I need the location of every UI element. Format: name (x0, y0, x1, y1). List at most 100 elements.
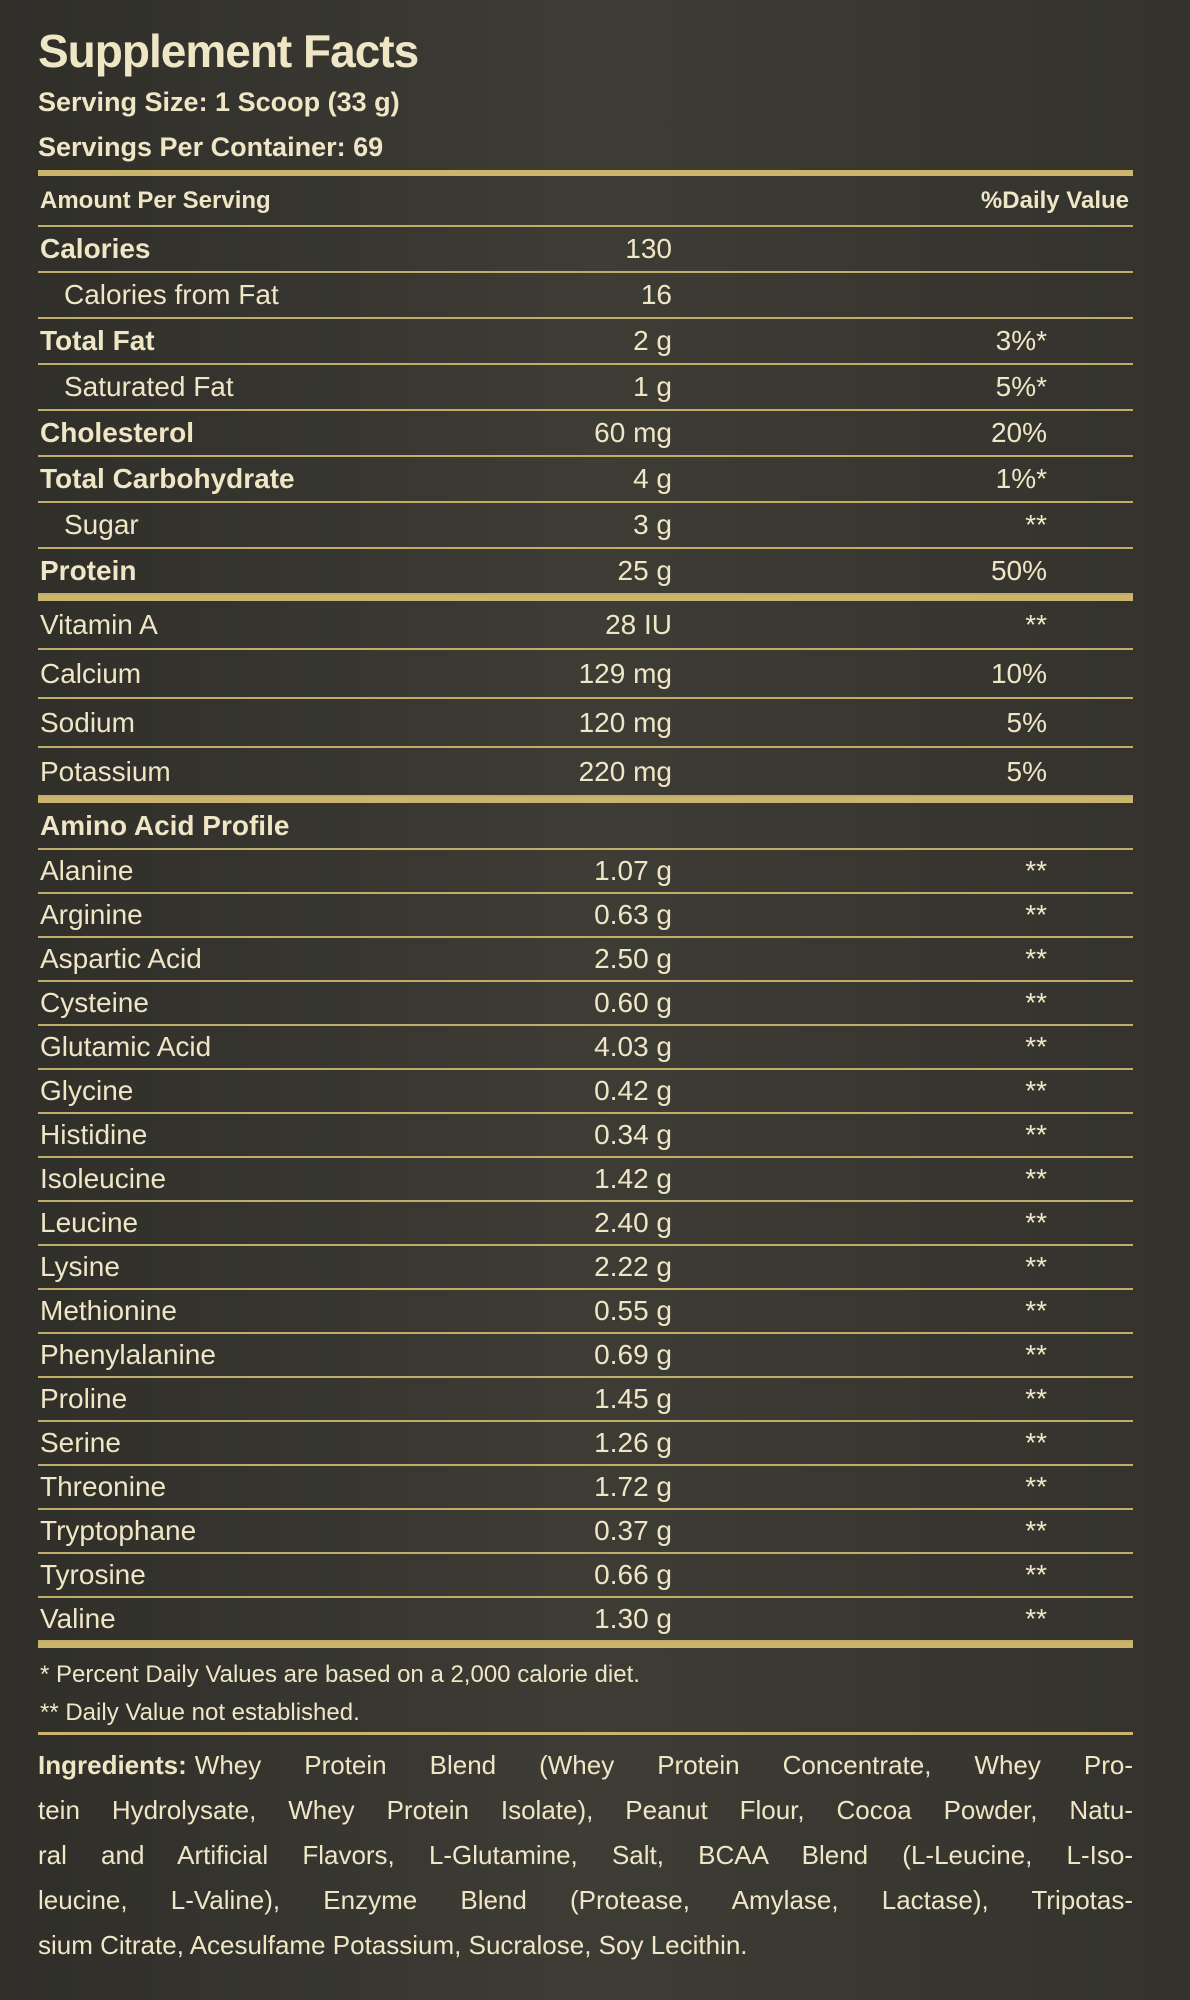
nutrient-amount: 120 mg (578, 707, 672, 738)
header-daily-value: %Daily Value (980, 187, 1129, 214)
nutrient-daily-value: ** (1025, 1119, 1047, 1150)
nutrient-amount: 220 mg (578, 756, 672, 787)
nutrient-name: Proline (40, 1383, 128, 1414)
nutrient-name: Saturated Fat (64, 371, 234, 402)
nutrient-row: Serine 1.26 g ** (38, 1422, 1133, 1466)
nutrient-row: Glycine 0.42 g ** (38, 1070, 1133, 1114)
nutrient-amount: 2.50 g (594, 943, 672, 974)
nutrient-daily-value: 5%* (995, 371, 1047, 402)
nutrient-name: Potassium (40, 756, 171, 787)
nutrient-daily-value: ** (1025, 899, 1047, 930)
nutrient-name: Serine (40, 1427, 121, 1458)
nutrient-amount: 1.07 g (594, 855, 672, 886)
header-row: Amount Per Serving %Daily Value (38, 176, 1133, 227)
nutrient-name: Threonine (40, 1471, 167, 1502)
nutrient-name: Glutamic Acid (40, 1031, 212, 1062)
nutrient-daily-value: ** (1025, 1559, 1047, 1590)
nutrient-daily-value: 50% (990, 555, 1047, 586)
nutrient-amount: 1.42 g (594, 1163, 672, 1194)
nutrient-name: Total Carbohydrate (40, 463, 295, 494)
nutrient-row: Leucine 2.40 g ** (38, 1202, 1133, 1246)
nutrient-name: Calories (40, 233, 151, 264)
amino-acids: Alanine 1.07 g ** Arginine 0.63 g ** Aspartic … (38, 850, 1133, 1642)
nutrient-daily-value: 10% (990, 658, 1047, 689)
title: Supplement Facts (38, 25, 419, 77)
nutrient-amount: 0.42 g (594, 1075, 672, 1106)
nutrient-amount: 1.72 g (594, 1471, 672, 1502)
nutrient-daily-value: ** (1025, 1031, 1047, 1062)
nutrient-row: Cysteine 0.60 g ** (38, 982, 1133, 1026)
ingredients-line: leucine, L-Valine), Enzyme Blend (Protea… (38, 1885, 1133, 1915)
nutrient-amount: 25 g (617, 555, 673, 586)
nutrient-row: Methionine 0.55 g ** (38, 1290, 1133, 1334)
nutrient-amount: 129 mg (578, 658, 672, 689)
nutrient-daily-value: ** (1025, 1163, 1047, 1194)
nutrient-daily-value: ** (1025, 1295, 1047, 1326)
header-amount: Amount Per Serving (40, 187, 271, 214)
nutrient-amount: 16 (640, 279, 672, 310)
nutrient-row: Cholesterol 60 mg 20% (38, 411, 1133, 457)
servings-per-container: Servings Per Container: 69 (38, 132, 384, 162)
nutrient-amount: 0.60 g (594, 987, 672, 1018)
nutrient-amount: 0.63 g (594, 899, 672, 930)
nutrient-amount: 130 (625, 233, 672, 264)
ingredients-line: tein Hydrolysate, Whey Protein Isolate),… (38, 1795, 1133, 1825)
nutrient-row: Sodium 120 mg 5% (38, 699, 1133, 748)
nutrient-name: Isoleucine (40, 1163, 167, 1194)
nutrient-row: Potassium 220 mg 5% (38, 748, 1133, 797)
nutrient-daily-value: 1%* (995, 463, 1047, 494)
nutrient-daily-value: 5% (1006, 756, 1047, 787)
nutrient-daily-value: ** (1025, 1207, 1047, 1238)
nutrient-row: Saturated Fat 1 g 5%* (38, 365, 1133, 411)
amino-title: Amino Acid Profile (40, 810, 290, 841)
nutrient-amount: 0.37 g (594, 1515, 672, 1546)
nutrient-daily-value: ** (1025, 609, 1047, 640)
amino-header-row: Amino Acid Profile (38, 803, 1133, 850)
nutrient-daily-value: ** (1025, 1251, 1047, 1282)
divider (38, 1732, 1133, 1735)
nutrient-amount: 0.34 g (594, 1119, 672, 1150)
nutrient-row: Proline 1.45 g ** (38, 1378, 1133, 1422)
nutrient-row: Alanine 1.07 g ** (38, 850, 1133, 894)
nutrient-row: Threonine 1.72 g ** (38, 1466, 1133, 1510)
nutrient-daily-value: ** (1025, 1383, 1047, 1414)
nutrient-name: Tyrosine (40, 1559, 146, 1590)
nutrient-amount: 1.26 g (594, 1427, 672, 1458)
nutrient-daily-value: ** (1025, 855, 1047, 886)
nutrient-amount: 3 g (633, 509, 672, 540)
nutrient-amount: 0.55 g (594, 1295, 672, 1326)
nutrient-row: Vitamin A 28 IU ** (38, 601, 1133, 650)
nutrients: Calories 130 Calories from Fat 16 Total Fat 2… (38, 227, 1133, 595)
nutrient-row: Tryptophane 0.37 g ** (38, 1510, 1133, 1554)
ingredients: Ingredients: Whey Protein Blend (Whey Pro… (38, 1735, 1133, 1968)
nutrient-amount: 2 g (633, 325, 672, 356)
nutrient-daily-value: 5% (1006, 707, 1047, 738)
nutrient-row: Calories from Fat 16 (38, 273, 1133, 319)
nutrient-amount: 4 g (633, 463, 672, 494)
nutrient-name: Calories from Fat (64, 279, 279, 310)
nutrient-daily-value: ** (1025, 1339, 1047, 1370)
nutrient-name: Vitamin A (40, 609, 158, 640)
supplement-facts-label: Supplement Facts Serving Size: 1 Scoop (… (38, 22, 1133, 1968)
nutrient-daily-value: ** (1025, 1515, 1047, 1546)
ingredients-text: Whey Protein Blend (Whey Protein Concent… (194, 1750, 1133, 1780)
nutrient-daily-value: ** (1025, 1471, 1047, 1502)
nutrient-name: Cholesterol (40, 417, 195, 448)
nutrient-row: Calories 130 (38, 227, 1133, 273)
divider (38, 1642, 1133, 1648)
nutrient-row: Arginine 0.63 g ** (38, 894, 1133, 938)
nutrient-amount: 2.22 g (594, 1251, 672, 1282)
nutrient-daily-value: ** (1025, 509, 1047, 540)
nutrient-name: Protein (40, 555, 137, 586)
nutrient-row: Histidine 0.34 g ** (38, 1114, 1133, 1158)
nutrient-amount: 60 mg (594, 417, 672, 448)
nutrient-name: Phenylalanine (40, 1339, 216, 1370)
nutrient-name: Sodium (40, 707, 135, 738)
nutrient-name: Arginine (40, 899, 143, 930)
nutrient-row: Phenylalanine 0.69 g ** (38, 1334, 1133, 1378)
nutrient-row: Tyrosine 0.66 g ** (38, 1554, 1133, 1598)
nutrient-row: Protein 25 g 50% (38, 549, 1133, 595)
footnote: * Percent Daily Values are based on a 2,… (40, 1661, 640, 1688)
nutrient-daily-value: 3%* (995, 325, 1047, 356)
nutrient-row: Glutamic Acid 4.03 g ** (38, 1026, 1133, 1070)
